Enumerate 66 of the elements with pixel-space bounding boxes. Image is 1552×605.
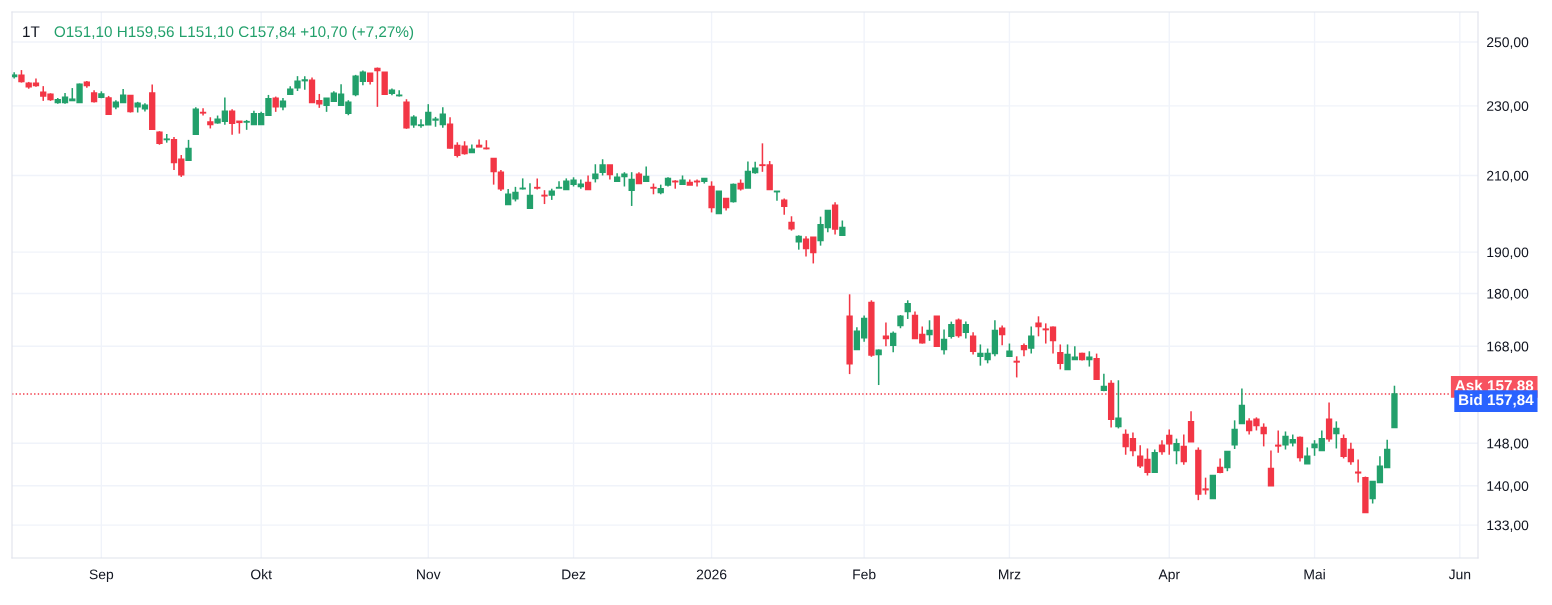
- candlestick: [1209, 474, 1217, 500]
- candlestick: [301, 75, 308, 91]
- candlestick: [890, 330, 897, 353]
- candlestick: [1166, 428, 1173, 456]
- candlestick: [1187, 410, 1195, 443]
- x-tick-label: Mai: [1304, 569, 1325, 580]
- candlestick: [926, 319, 933, 342]
- x-tick-label: Nov: [417, 569, 441, 580]
- candlestick: [969, 331, 977, 356]
- candlestick: [374, 66, 381, 108]
- candlestick: [1296, 435, 1304, 463]
- candlestick: [592, 163, 599, 184]
- candlestick: [1354, 458, 1362, 484]
- candlestick: [1260, 422, 1267, 448]
- candlestick: [999, 324, 1006, 347]
- candlestick: [1151, 448, 1158, 474]
- candlestick: [715, 190, 723, 215]
- candlestick: [1028, 325, 1035, 355]
- candlestick: [1093, 352, 1100, 381]
- y-tick-label: 133,00: [1487, 520, 1529, 532]
- candlestick: [526, 182, 534, 210]
- x-tick-label: Mrz: [999, 569, 1021, 580]
- candlestick: [1013, 355, 1020, 379]
- y-tick-label: 230,00: [1487, 101, 1529, 113]
- y-tick-label: 168,00: [1487, 341, 1529, 354]
- candlestick: [1057, 343, 1064, 371]
- y-tick-label: 210,00: [1487, 170, 1529, 183]
- candlestick: [1275, 429, 1282, 454]
- candlestick: [105, 95, 112, 115]
- y-tick-label: 250,00: [1487, 37, 1529, 49]
- y-tick-label: 180,00: [1487, 288, 1529, 301]
- x-tick-label: 2026: [696, 569, 727, 580]
- candlestick: [1115, 379, 1122, 430]
- candlestick: [1035, 315, 1042, 338]
- candlestick: [628, 171, 635, 207]
- candlestick: [1325, 401, 1333, 443]
- candlestick: [1267, 449, 1275, 487]
- y-tick-label: 148,00: [1487, 438, 1529, 451]
- candlestick: [1180, 433, 1187, 466]
- candlestick: [185, 139, 192, 162]
- candlestick: [163, 133, 170, 144]
- x-tick-label: Apr: [1158, 569, 1180, 583]
- x-tick-label: Okt: [251, 569, 272, 580]
- text: 1T: [23, 26, 40, 37]
- candlestick: [831, 201, 839, 236]
- annotation: Bid 157,84: [1459, 394, 1534, 408]
- candlestick: [955, 317, 962, 339]
- candlestick: [875, 348, 882, 386]
- candlestick: [534, 177, 541, 191]
- x-tick-label: Feb: [853, 569, 876, 580]
- candlestick: [904, 299, 911, 320]
- x-tick-label: Sep: [89, 569, 114, 583]
- candlestick: [940, 328, 948, 356]
- candlestick: [381, 71, 388, 96]
- candlestick: [1224, 450, 1231, 472]
- candlestick: [1333, 420, 1340, 450]
- x-tick-label: Dez: [562, 569, 586, 580]
- candlestick: [1238, 387, 1246, 425]
- text: O151,10 H159,56 L151,10 C157,84 +10,70 (+7,27%): [54, 25, 414, 41]
- candlestick: [1231, 419, 1238, 450]
- y-tick-label: 140,00: [1487, 481, 1529, 493]
- y-tick-label: 190,00: [1487, 247, 1529, 259]
- x-tick-label: Jun: [1448, 569, 1471, 580]
- candlestick: [1173, 437, 1180, 466]
- candlestick: [199, 107, 207, 117]
- candlestick: [708, 180, 715, 214]
